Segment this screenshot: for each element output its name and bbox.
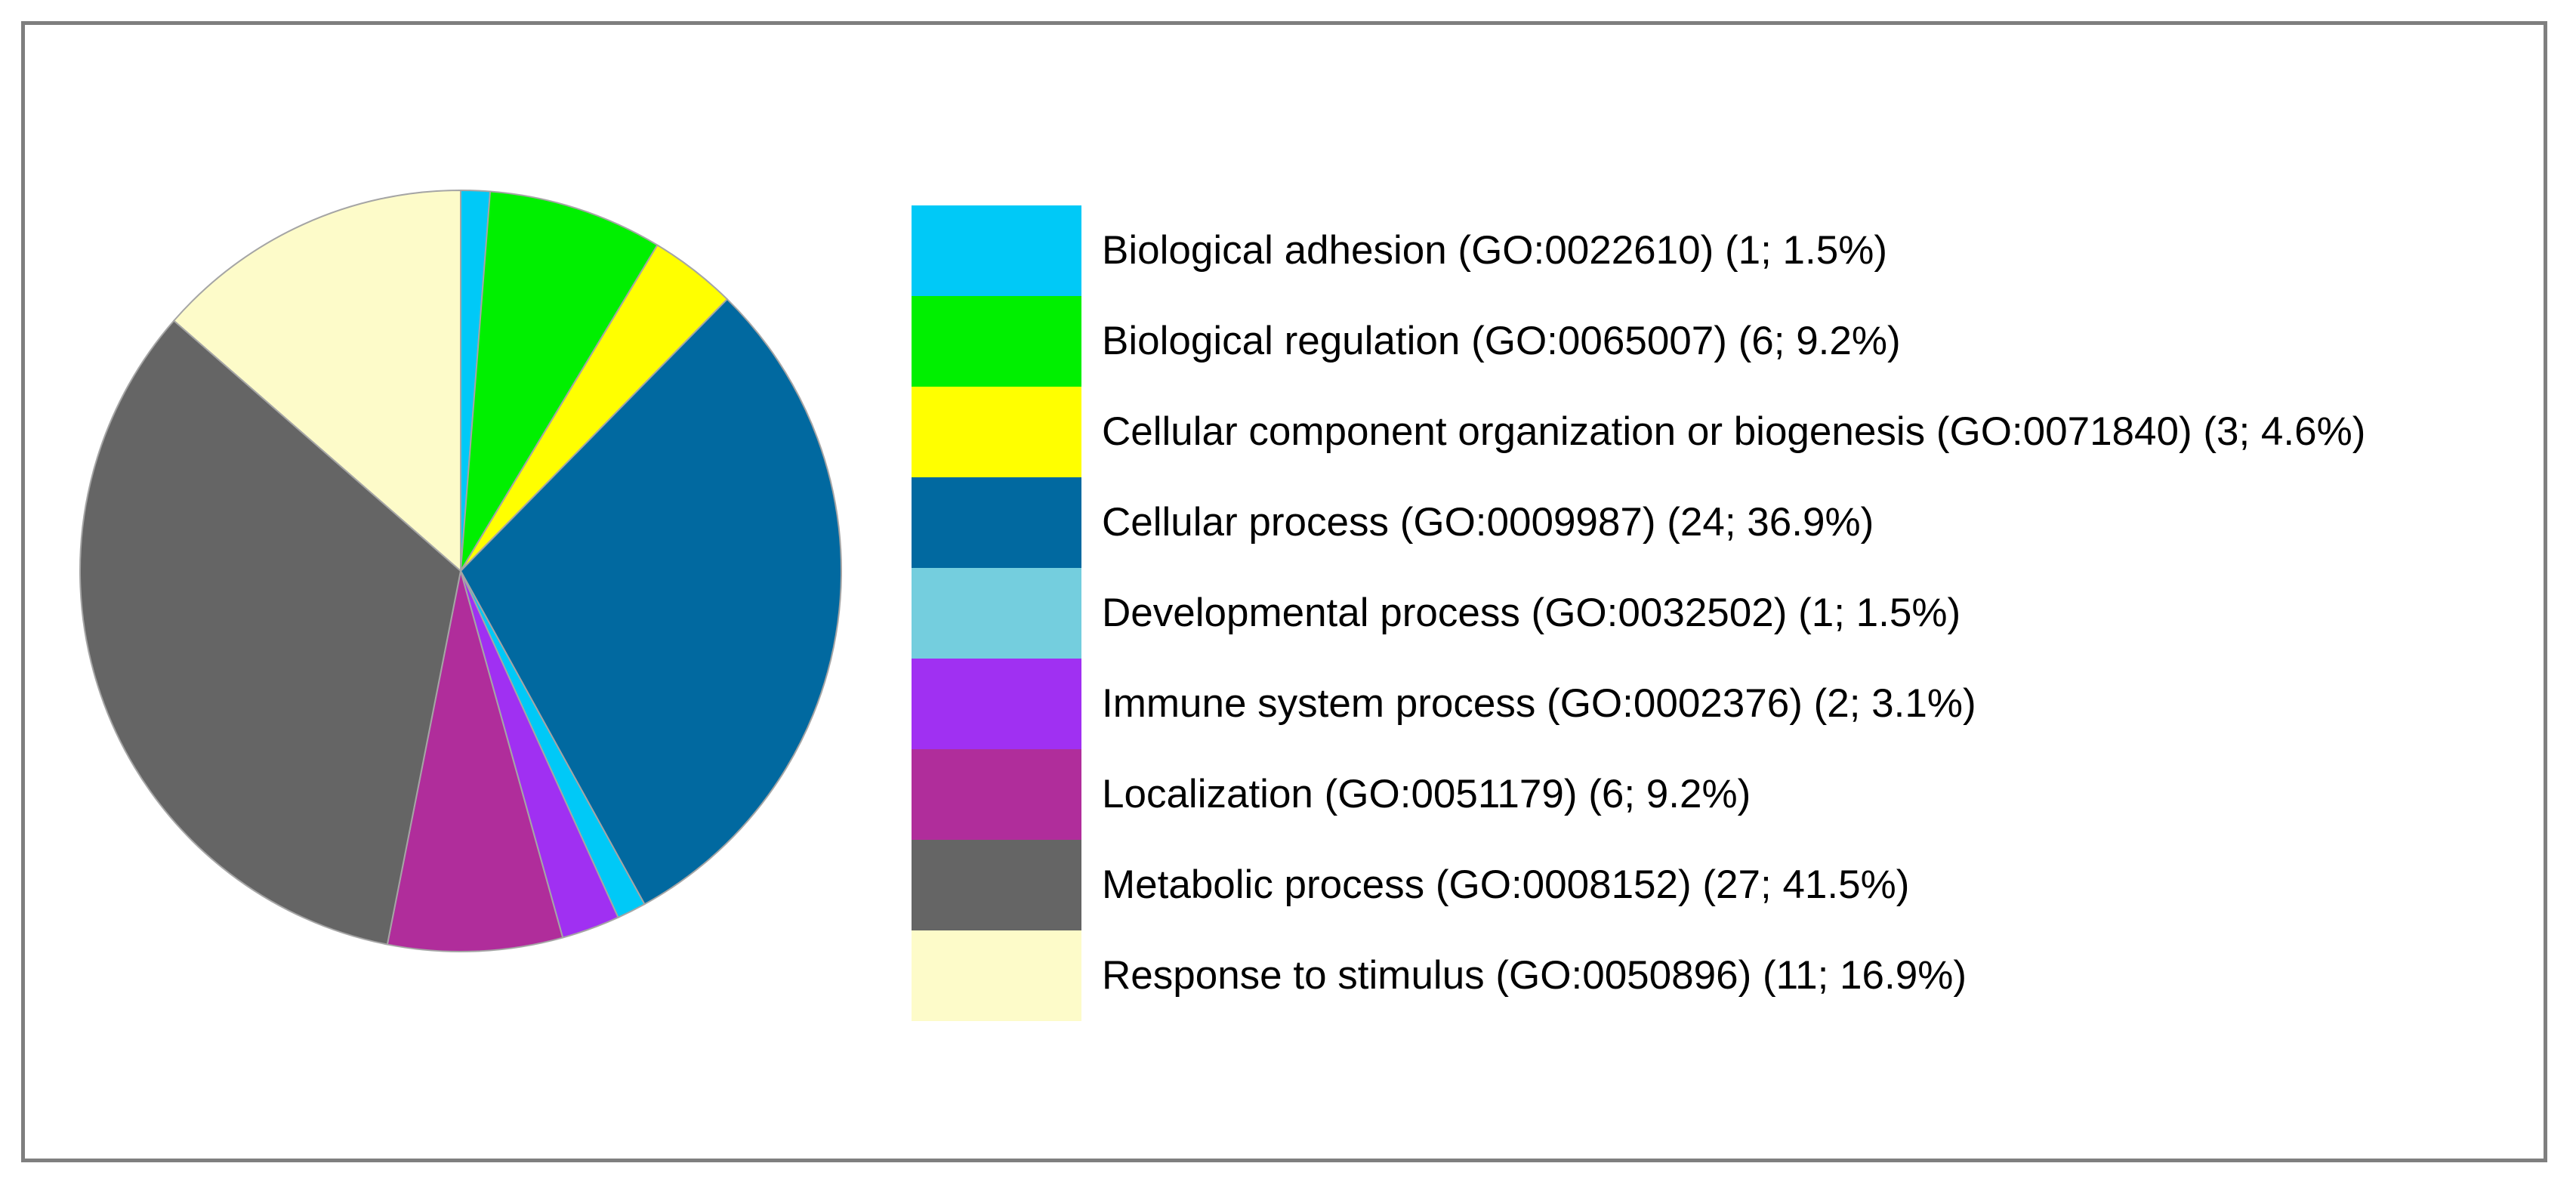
legend-item: Metabolic process (GO:0008152) (27; 41.5…: [912, 840, 2365, 930]
pie-slice-response-to-stimulus: [173, 190, 461, 572]
pie-svg: [79, 190, 842, 952]
legend-item: Biological regulation (GO:0065007) (6; 9…: [912, 296, 2365, 387]
legend-item: Immune system process (GO:0002376) (2; 3…: [912, 659, 2365, 749]
legend-item: Biological adhesion (GO:0022610) (1; 1.5…: [912, 205, 2365, 296]
legend-item: Cellular component organization or bioge…: [912, 387, 2365, 477]
pie-slice-localization: [386, 570, 564, 952]
legend: Biological adhesion (GO:0022610) (1; 1.5…: [912, 205, 2365, 1021]
legend-swatch: [912, 205, 1081, 296]
legend-label: Immune system process (GO:0002376) (2; 3…: [1102, 681, 1976, 726]
legend-label: Cellular process (GO:0009987) (24; 36.9%…: [1102, 500, 1874, 545]
legend-label: Biological adhesion (GO:0022610) (1; 1.5…: [1102, 228, 1887, 273]
legend-swatch: [912, 659, 1081, 749]
legend-label: Metabolic process (GO:0008152) (27; 41.5…: [1102, 862, 1910, 907]
legend-item: Developmental process (GO:0032502) (1; 1…: [912, 568, 2365, 659]
legend-swatch: [912, 840, 1081, 930]
legend-swatch: [912, 296, 1081, 387]
legend-item: Response to stimulus (GO:0050896) (11; 1…: [912, 930, 2365, 1021]
legend-swatch: [912, 930, 1081, 1021]
legend-label: Biological regulation (GO:0065007) (6; 9…: [1102, 319, 1901, 363]
legend-label: Developmental process (GO:0032502) (1; 1…: [1102, 591, 1961, 635]
pie-slice-metabolic-process: [79, 319, 461, 946]
legend-swatch: [912, 749, 1081, 840]
pie-slice-biological-regulation: [460, 190, 659, 572]
legend-item: Cellular process (GO:0009987) (24; 36.9%…: [912, 477, 2365, 568]
pie-slice-cellular-process: [460, 298, 842, 906]
legend-swatch: [912, 568, 1081, 659]
legend-label: Localization (GO:0051179) (6; 9.2%): [1102, 772, 1751, 816]
legend-item: Localization (GO:0051179) (6; 9.2%): [912, 749, 2365, 840]
legend-swatch: [912, 387, 1081, 477]
pie-chart: [77, 187, 844, 955]
legend-label: Cellular component organization or bioge…: [1102, 409, 2366, 454]
legend-swatch: [912, 477, 1081, 568]
legend-label: Response to stimulus (GO:0050896) (11; 1…: [1102, 953, 1967, 998]
